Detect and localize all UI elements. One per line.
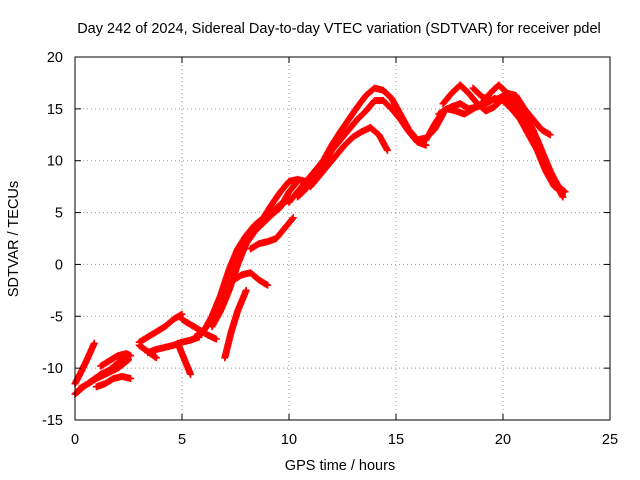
data-point-marker [127, 352, 135, 360]
y-tick-label: 5 [55, 206, 63, 222]
x-tick-label: 15 [388, 432, 404, 448]
series-sat-track-15 [242, 175, 310, 242]
x-tick-label: 25 [602, 432, 618, 448]
y-tick-label: -5 [50, 309, 63, 325]
y-tick-label: 20 [47, 50, 63, 66]
data-point-marker [187, 370, 195, 378]
series-sat-track-9 [174, 339, 195, 378]
series-sat-track-18 [294, 97, 430, 201]
series-sat-track-11 [191, 196, 293, 341]
tick-layer: 0 5 10 15 20 25 -15 -10 -5 0 5 10 15 20 [42, 50, 618, 448]
series-sat-track-16 [246, 214, 297, 253]
data-point-marker [127, 375, 135, 383]
series-sat-track-6 [135, 310, 186, 346]
data-point-marker [242, 286, 250, 294]
series-sat-track-19 [306, 124, 391, 191]
series-sat-track-22 [439, 81, 567, 201]
data-point-marker [383, 146, 391, 154]
data-point-marker [288, 215, 296, 223]
x-tick-label: 10 [281, 432, 297, 448]
plot-frame [74, 56, 611, 421]
series-sat-track-8 [135, 341, 160, 362]
y-tick-label: 15 [47, 102, 63, 118]
series-sat-track-3 [75, 356, 132, 393]
series-sat-track-23 [469, 84, 554, 139]
data-point-marker [289, 214, 297, 222]
series-sat-track-13 [221, 286, 250, 362]
x-tick-label: 0 [71, 432, 79, 448]
y-axis-label: SDTVAR / TECUs [6, 181, 22, 297]
data-point-marker [212, 335, 220, 343]
x-axis-label: GPS time / hours [285, 458, 395, 474]
x-tick-label: 20 [495, 432, 511, 448]
series-sat-track-14 [229, 269, 272, 289]
y-tick-label: -10 [42, 361, 63, 377]
series-sat-track-5 [97, 350, 135, 370]
series-sat-track-4 [92, 372, 135, 391]
chart-title: Day 242 of 2024, Sidereal Day-to-day VTE… [77, 21, 601, 37]
data-point-marker [90, 339, 98, 347]
y-tick-label: -15 [42, 413, 63, 429]
y-tick-label: 10 [47, 154, 63, 170]
data-point-marker [559, 193, 567, 201]
data-point-marker [264, 281, 272, 289]
y-tick-label: 0 [55, 257, 63, 273]
data-point-marker [546, 131, 554, 139]
data-layer [71, 81, 569, 398]
data-point-marker [123, 357, 131, 365]
data-point-marker [152, 354, 160, 362]
x-tick-label: 5 [178, 432, 186, 448]
